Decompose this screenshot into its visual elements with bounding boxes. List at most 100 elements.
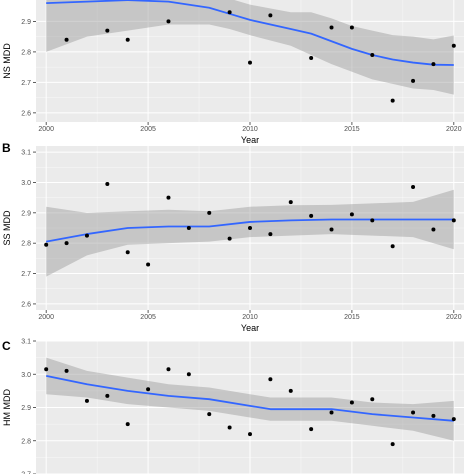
- data-point: [329, 227, 334, 232]
- data-point: [84, 233, 89, 238]
- panel-1: 2.6 2.7 2.8 2.9 2000 2005 2010 2015 2020 Year NS M…: [2, 0, 464, 145]
- y-tick-label: 3.1: [21, 339, 31, 346]
- panel-plot-area: [36, 341, 464, 474]
- panel-letter: B: [2, 141, 11, 155]
- data-point: [329, 25, 334, 30]
- y-axis-title: NS MDD: [2, 43, 12, 79]
- x-tick-label: 2020: [446, 126, 462, 133]
- data-point: [309, 427, 314, 432]
- data-point: [248, 60, 252, 65]
- data-point: [125, 37, 130, 42]
- x-tick-label: 2010: [242, 314, 258, 321]
- panel-plot-area: [36, 0, 464, 122]
- data-point: [207, 412, 212, 417]
- x-tick-label: 2005: [140, 126, 156, 133]
- data-point: [268, 377, 273, 382]
- data-point: [146, 387, 151, 392]
- y-tick-label: 2.8: [21, 49, 31, 56]
- data-point: [451, 417, 456, 422]
- data-point: [227, 10, 232, 15]
- y-axis-title: HM MDD: [2, 389, 12, 426]
- y-tick-label: 3.0: [21, 180, 31, 187]
- data-point: [84, 398, 89, 403]
- data-point: [370, 397, 375, 402]
- data-point: [146, 262, 151, 267]
- data-point: [390, 442, 395, 447]
- data-point: [64, 241, 69, 246]
- x-tick-label: 2010: [242, 126, 258, 133]
- confidence-band: [46, 0, 454, 95]
- x-tick-label: 2015: [344, 126, 360, 133]
- y-tick-label: 2.7: [21, 80, 31, 87]
- data-point: [207, 210, 212, 215]
- y-axis-title: SS MDD: [2, 210, 12, 246]
- data-point: [349, 212, 354, 217]
- y-tick-label: 2.6: [21, 301, 31, 308]
- smooth-trend-line: [46, 375, 454, 422]
- x-tick-label: 2005: [140, 314, 156, 321]
- y-tick-label: 3.1: [21, 150, 31, 157]
- data-point: [349, 400, 354, 405]
- data-point: [411, 78, 416, 83]
- x-tick-label: 2020: [446, 314, 462, 321]
- y-tick-label: 2.9: [21, 405, 31, 412]
- data-point: [64, 37, 69, 42]
- y-tick-label: 2.7: [21, 472, 31, 474]
- data-point: [125, 422, 130, 427]
- data-point: [349, 25, 354, 30]
- data-point: [166, 19, 171, 24]
- confidence-band: [46, 357, 454, 441]
- data-point: [451, 218, 456, 223]
- data-point: [329, 410, 334, 415]
- smooth-trend-line: [46, 0, 454, 66]
- data-point: [370, 218, 375, 223]
- data-point: [227, 425, 232, 430]
- panel-2: 2.6 2.7 2.8 2.9 3.0 3.1 2000 2005 2010 2015 2020 Ye…: [2, 141, 464, 333]
- data-point: [44, 242, 49, 247]
- data-point: [390, 244, 395, 249]
- data-point: [105, 28, 110, 33]
- data-point: [370, 52, 375, 57]
- data-point: [227, 236, 232, 241]
- panel-letter: C: [2, 339, 11, 353]
- data-point: [166, 367, 171, 372]
- data-point: [411, 185, 416, 189]
- data-point: [431, 62, 436, 67]
- x-axis-title: Year: [241, 323, 259, 333]
- data-point: [268, 13, 273, 18]
- y-tick-label: 3.0: [21, 372, 31, 379]
- x-axis-title: Year: [241, 135, 259, 145]
- data-point: [186, 226, 191, 230]
- y-tick-label: 2.6: [21, 110, 31, 117]
- y-tick-label: 2.8: [21, 241, 31, 248]
- smooth-trend-line: [46, 218, 454, 243]
- data-point: [288, 200, 293, 205]
- data-point: [44, 367, 49, 372]
- data-point: [431, 413, 436, 418]
- data-point: [105, 393, 110, 398]
- data-point: [451, 43, 456, 48]
- data-point: [105, 181, 110, 186]
- data-point: [248, 432, 252, 437]
- y-tick-label: 2.9: [21, 19, 31, 26]
- data-point: [64, 368, 69, 373]
- panel-3: 2.7 2.8 2.9 3.0 3.1 HM MDD C: [2, 339, 464, 474]
- x-tick-label: 2015: [344, 314, 360, 321]
- data-point: [309, 213, 314, 218]
- data-point: [411, 410, 416, 415]
- x-tick-label: 2000: [38, 314, 54, 321]
- data-point: [288, 388, 293, 393]
- data-point: [166, 195, 171, 200]
- data-point: [390, 98, 395, 103]
- x-tick-label: 2000: [38, 126, 54, 133]
- y-tick-label: 2.9: [21, 210, 31, 217]
- data-point: [431, 227, 436, 232]
- data-point: [186, 372, 191, 377]
- y-tick-label: 2.7: [21, 271, 31, 278]
- confidence-band: [46, 189, 454, 277]
- y-tick-label: 2.8: [21, 438, 31, 445]
- data-point: [248, 226, 252, 230]
- data-point: [309, 56, 314, 60]
- data-point: [125, 250, 130, 255]
- panel-plot-area: [36, 146, 464, 310]
